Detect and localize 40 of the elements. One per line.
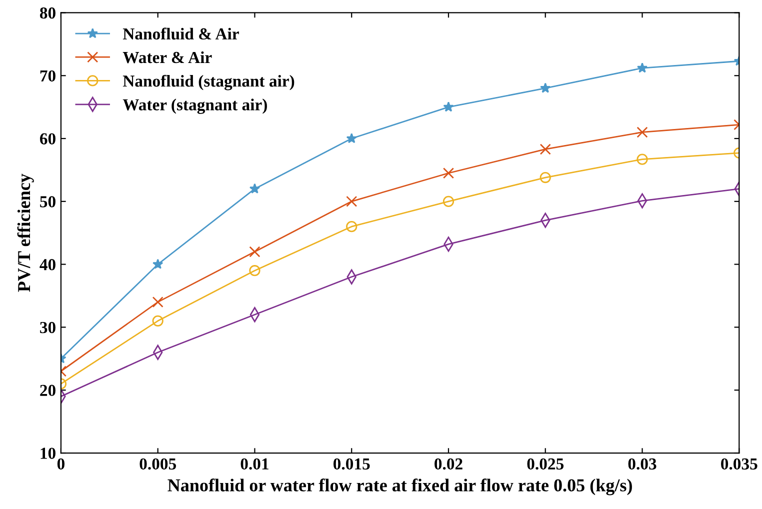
x-tick-label: 0.035	[721, 458, 758, 470]
x-tick-label: 0.015	[333, 458, 370, 470]
y-tick-label: 40	[40, 259, 56, 270]
point	[636, 62, 648, 73]
point	[540, 82, 551, 93]
point	[249, 246, 260, 258]
point	[346, 221, 358, 232]
y-tick-label: 60	[40, 133, 56, 144]
point	[540, 172, 551, 184]
y-tick-label: 50	[40, 196, 56, 208]
x-tick-label: 0.01	[240, 458, 268, 470]
point	[636, 126, 648, 138]
legend-label: Nanofluid & Air	[122, 28, 239, 40]
point	[346, 196, 358, 207]
legend-label: Nanofluid (stagnant air)	[122, 74, 294, 90]
legend-label: Water & Air	[122, 51, 212, 64]
point	[152, 315, 164, 326]
y-tick-label: 10	[40, 448, 56, 459]
x-tick-label: 0.02	[434, 458, 462, 470]
point	[540, 144, 551, 155]
point	[636, 154, 648, 165]
y-tick-label: 30	[40, 322, 56, 334]
point	[346, 132, 357, 144]
y-tick-label: 70	[40, 70, 56, 82]
y-tick-label: 20	[40, 384, 56, 396]
x-tick-label: 0	[57, 458, 64, 470]
y-tick-label: 80	[40, 7, 56, 19]
point	[152, 296, 164, 308]
x-tick-label: 0.005	[140, 458, 176, 470]
legend-label: Water (stagnant air)	[122, 98, 267, 114]
point	[249, 265, 260, 276]
x-axis-title: Nanofluid or water flow rate at fixed air flow rate 0.05 (kg/s)	[168, 478, 632, 496]
point	[442, 196, 454, 207]
point	[443, 102, 454, 112]
point	[152, 258, 164, 269]
x-tick-label: 0.03	[628, 458, 656, 470]
point	[249, 183, 260, 194]
point	[442, 168, 454, 179]
x-tick-label: 0.025	[527, 458, 564, 470]
y-axis-title: PV/T efficiency	[17, 174, 34, 292]
